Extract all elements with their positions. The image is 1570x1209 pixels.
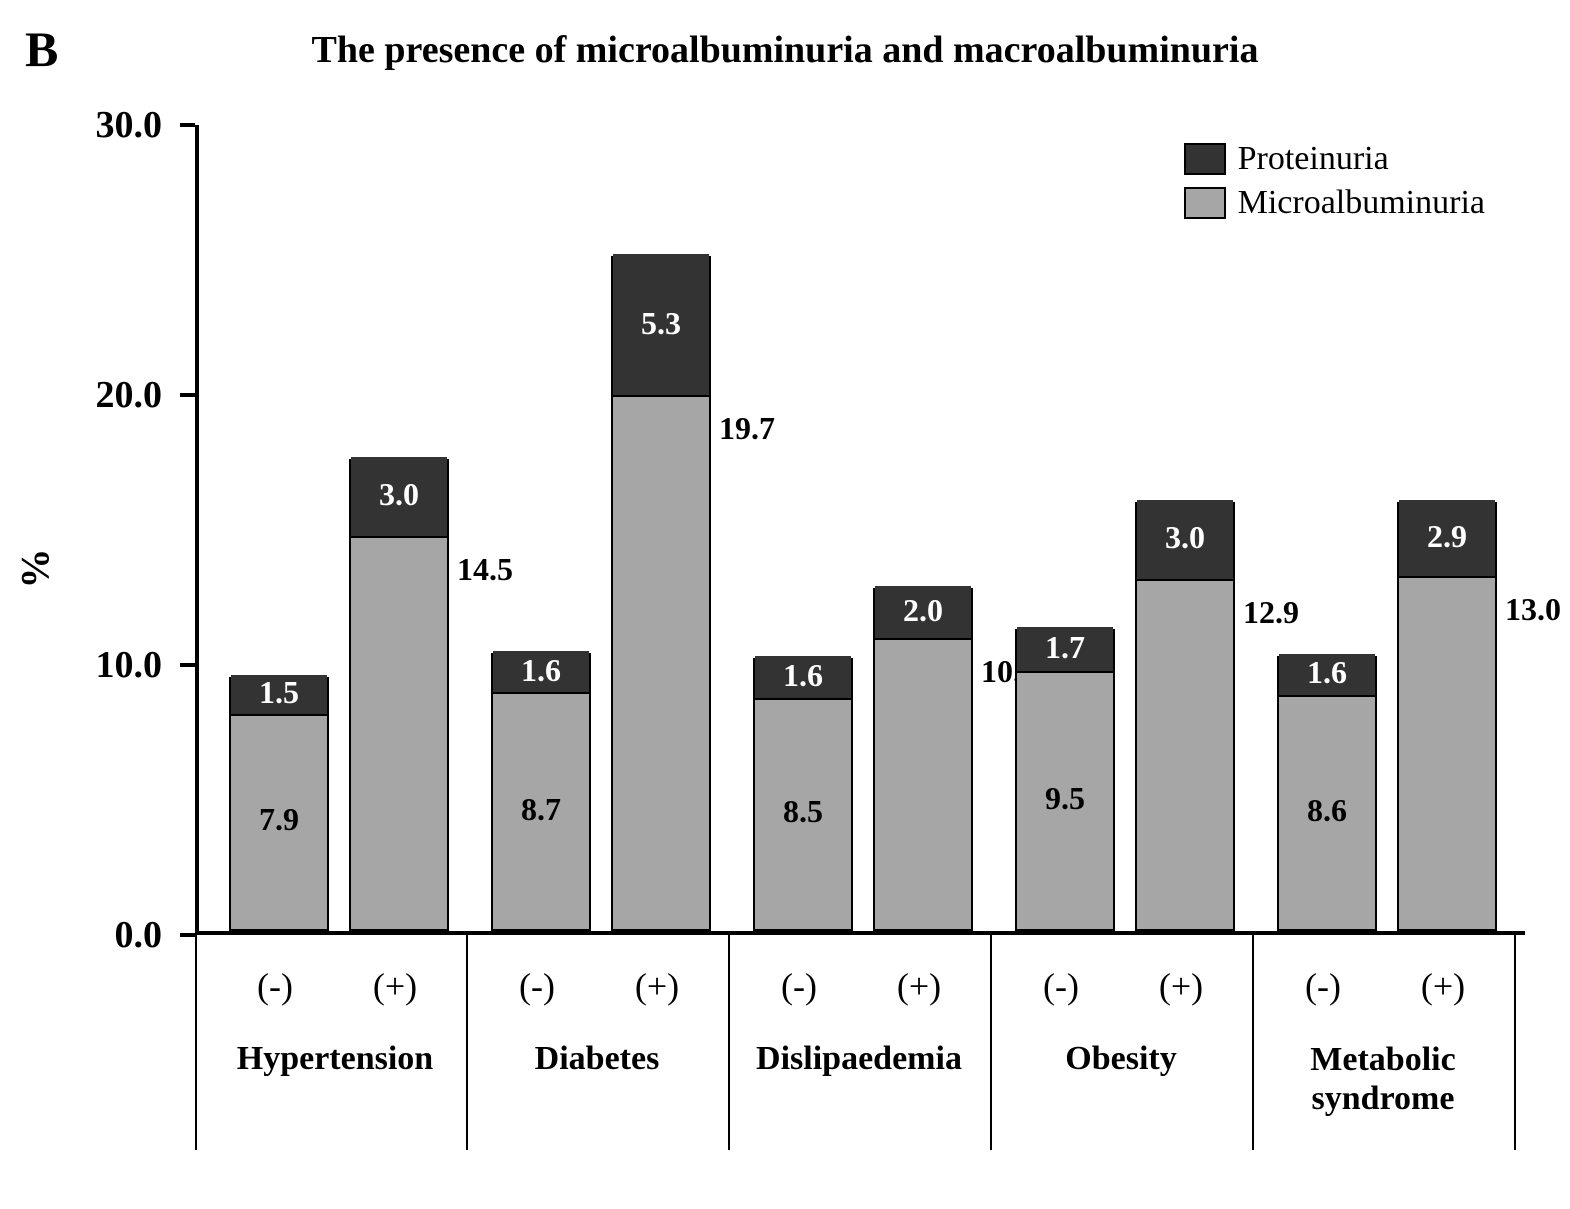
x-sublabel: (-): [225, 965, 325, 1007]
y-tick-label: 0.0: [115, 913, 163, 957]
legend-label: Proteinuria: [1238, 140, 1389, 178]
bar-value-label-proteinuria: 2.0: [875, 592, 971, 629]
bar-value-label-microalbuminuria: 12.9: [1243, 594, 1333, 631]
x-group-label: Obesity: [991, 1040, 1251, 1078]
stacked-bar: 2.913.0: [1397, 502, 1497, 931]
x-sublabel: (+): [607, 965, 707, 1007]
stacked-bar: 1.6 8.6: [1277, 656, 1377, 931]
stacked-bar: 1.6 8.5: [753, 658, 853, 931]
legend-item-proteinuria: Proteinuria: [1184, 140, 1485, 178]
x-sublabel: (+): [869, 965, 969, 1007]
bar-segment-microalbuminuria: [1137, 581, 1233, 929]
bar-segment-microalbuminuria: [351, 538, 447, 930]
x-group-label: Metabolic syndrome: [1253, 1040, 1513, 1118]
bar-value-label-proteinuria: 2.9: [1399, 518, 1495, 555]
x-sublabel: (+): [1393, 965, 1493, 1007]
bar-value-label-proteinuria: 3.0: [1137, 519, 1233, 556]
bar-value-label-proteinuria: 1.6: [1279, 654, 1375, 691]
y-tick-label: 20.0: [96, 373, 163, 417]
stacked-bar: 3.014.5: [349, 459, 449, 932]
y-tick: [180, 663, 195, 667]
stacked-bar: 5.319.7: [611, 256, 711, 931]
bar-value-label-proteinuria: 1.6: [755, 657, 851, 694]
stacked-bar: 1.6 8.7: [491, 653, 591, 931]
stacked-bar: 2.010.7: [873, 588, 973, 931]
bar-value-label-microalbuminuria: 13.0: [1505, 591, 1570, 628]
legend-swatch-microalbuminuria: [1184, 187, 1226, 219]
x-divider: [1514, 935, 1516, 1150]
stacked-bar: 1.5 7.9: [229, 677, 329, 931]
x-group-label: Diabetes: [467, 1040, 727, 1078]
x-divider: [195, 935, 197, 1150]
bar-segment-microalbuminuria: [875, 640, 971, 929]
panel-label: B: [25, 20, 58, 78]
bar-value-label-microalbuminuria: 8.5: [755, 793, 851, 830]
y-tick-label: 10.0: [96, 643, 163, 687]
x-sublabel: (-): [1273, 965, 1373, 1007]
bar-segment-microalbuminuria: [613, 397, 709, 929]
bar-value-label-microalbuminuria: 8.6: [1279, 792, 1375, 829]
legend-label: Microalbuminuria: [1238, 184, 1485, 222]
y-tick: [180, 393, 195, 397]
x-sublabel: (+): [1131, 965, 1231, 1007]
x-sublabel: (-): [487, 965, 587, 1007]
x-group-label: Hypertension: [205, 1040, 465, 1078]
bar-segment-microalbuminuria: [1399, 578, 1495, 929]
bar-value-label-microalbuminuria: 7.9: [231, 801, 327, 838]
x-group-label: Dislipaedemia: [729, 1040, 989, 1078]
stacked-bar: 3.012.9: [1135, 502, 1235, 931]
bar-value-label-proteinuria: 1.7: [1017, 629, 1113, 666]
bar-value-label-microalbuminuria: 9.5: [1017, 780, 1113, 817]
legend-swatch-proteinuria: [1184, 143, 1226, 175]
y-tick-label: 30.0: [96, 103, 163, 147]
bar-value-label-microalbuminuria: 14.5: [457, 551, 547, 588]
x-sublabel: (-): [749, 965, 849, 1007]
bar-value-label-proteinuria: 1.5: [231, 674, 327, 711]
bar-value-label-proteinuria: 3.0: [351, 476, 447, 513]
chart-title: The presence of microalbuminuria and mac…: [312, 28, 1259, 72]
legend: Proteinuria Microalbuminuria: [1184, 140, 1485, 228]
x-sublabel: (+): [345, 965, 445, 1007]
bar-value-label-proteinuria: 5.3: [613, 305, 709, 342]
x-sublabel: (-): [1011, 965, 1111, 1007]
y-axis-label: %: [12, 549, 59, 589]
bar-value-label-microalbuminuria: 8.7: [493, 791, 589, 828]
y-tick: [180, 933, 195, 937]
plot-area: Proteinuria Microalbuminuria 1.57.93.014…: [195, 125, 1525, 935]
bar-value-label-microalbuminuria: 19.7: [719, 410, 809, 447]
legend-item-microalbuminuria: Microalbuminuria: [1184, 184, 1485, 222]
bar-value-label-proteinuria: 1.6: [493, 652, 589, 689]
stacked-bar: 1.7 9.5: [1015, 629, 1115, 931]
y-tick: [180, 123, 195, 127]
